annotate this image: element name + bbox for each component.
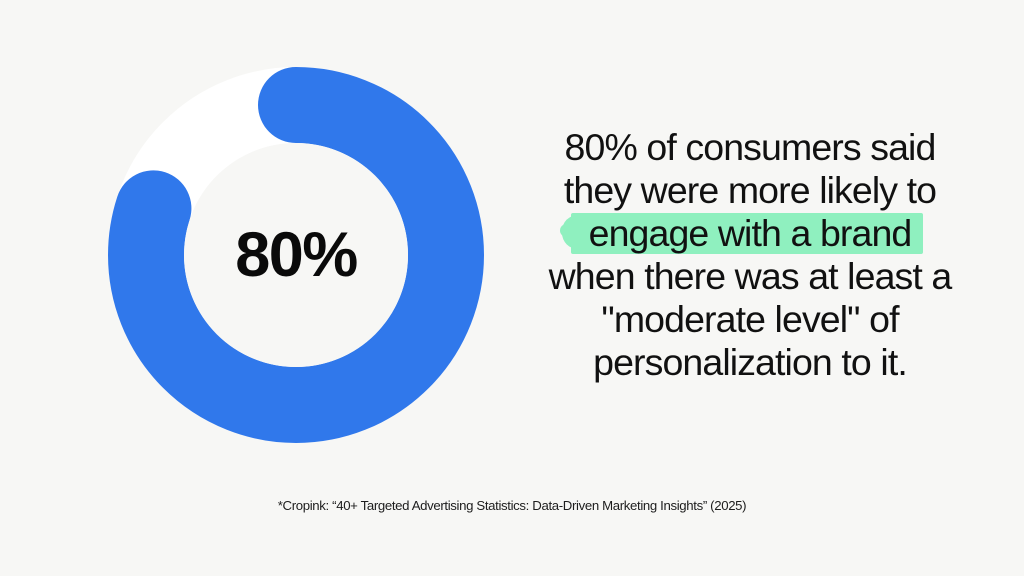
donut-chart-svg — [108, 67, 484, 443]
highlight-marker: engage with a brand — [559, 212, 924, 255]
statement-line-6: personalization to it. — [593, 341, 908, 383]
donut-value-arc — [108, 67, 484, 443]
donut-hole — [184, 143, 408, 367]
highlight-brush-tail — [559, 224, 578, 237]
source-footnote: *Cropink: “40+ Targeted Advertising Stat… — [277, 498, 747, 513]
donut-chart: 80% — [0, 0, 512, 510]
statement-line-4: when there was at least a — [548, 255, 953, 297]
statement-line-2: they were more likely to — [563, 169, 937, 211]
statement-line-3-label: engage with a brand — [588, 212, 913, 254]
statement-line-1: 80% of consumers said — [564, 126, 937, 168]
statement-line-5: "moderate level" of — [601, 298, 899, 340]
statement-text: 80% of consumers said they were more lik… — [524, 126, 976, 384]
statement-line-3: engage with a brand — [524, 212, 976, 255]
